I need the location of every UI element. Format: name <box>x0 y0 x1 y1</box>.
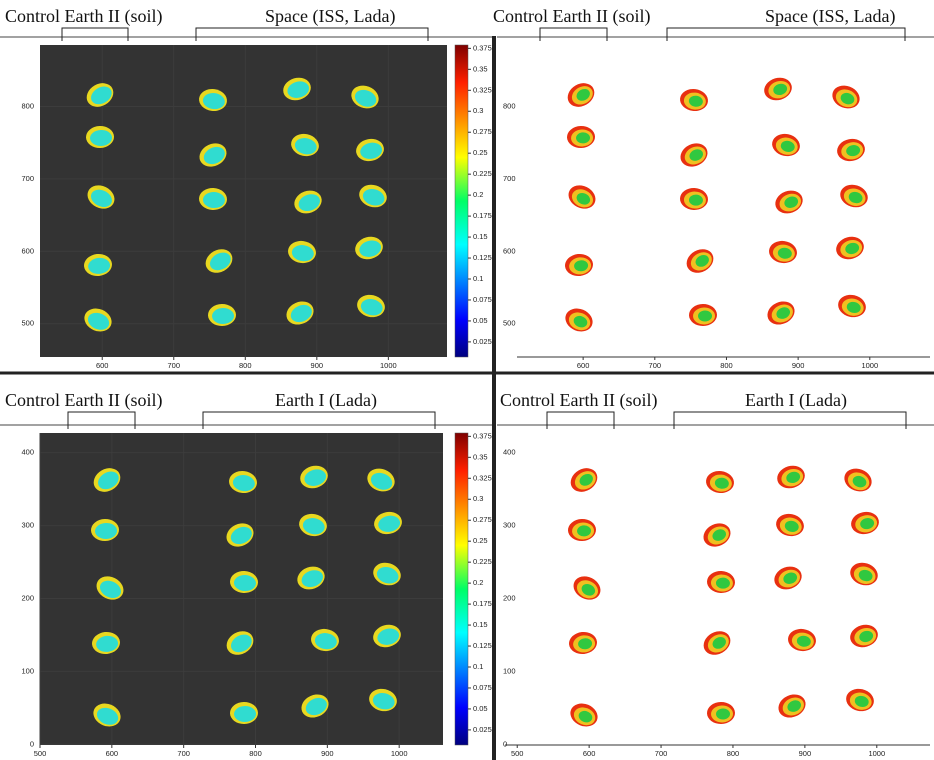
colorbar-tick-label: 0.15 <box>473 232 488 241</box>
colorbar-tick-label: 0.25 <box>473 148 488 157</box>
colorbar-tick-label: 0.35 <box>473 452 488 461</box>
colorbar-tick-label: 0.1 <box>473 662 483 671</box>
colorbar-tick-label: 0.3 <box>473 106 483 115</box>
y-tick-label: 500 <box>21 319 34 328</box>
colorbar-tick-label: 0.3 <box>473 494 483 503</box>
colorbar-tick-label: 0.375 <box>473 431 492 440</box>
colorbar-tick-label: 0.05 <box>473 316 488 325</box>
colorbar-tick-label: 0.075 <box>473 683 492 692</box>
x-tick-label: 600 <box>577 361 590 370</box>
x-tick-label: 700 <box>177 749 190 758</box>
colorbar-tick-label: 0.125 <box>473 253 492 262</box>
x-tick-label: 700 <box>168 361 181 370</box>
x-tick-label: 1000 <box>861 361 878 370</box>
x-tick-label: 600 <box>106 749 119 758</box>
x-tick-label: 800 <box>720 361 733 370</box>
y-tick-label: 0 <box>30 739 34 748</box>
y-tick-label: 700 <box>21 174 34 183</box>
x-tick-label: 900 <box>321 749 334 758</box>
x-tick-label: 1000 <box>391 749 408 758</box>
group-label: Space (ISS, Lada) <box>265 6 395 27</box>
colorbar-tick-label: 0.35 <box>473 64 488 73</box>
group-label: Control Earth II (soil) <box>500 390 657 411</box>
figure: Control Earth II (soil) Space (ISS, Lada)… <box>0 0 934 760</box>
x-tick-label: 500 <box>511 749 524 758</box>
colorbar-tick-label: 0.15 <box>473 620 488 629</box>
colorbar <box>455 45 468 357</box>
y-tick-label: 400 <box>21 448 34 457</box>
colorbar-tick-label: 0.2 <box>473 190 483 199</box>
y-tick-label: 700 <box>503 174 516 183</box>
y-tick-label: 600 <box>503 246 516 255</box>
x-tick-label: 700 <box>655 749 668 758</box>
y-tick-label: 500 <box>503 319 516 328</box>
group-label: Control Earth II (soil) <box>5 6 162 27</box>
y-tick-label: 300 <box>21 521 34 530</box>
colorbar-tick-label: 0.25 <box>473 536 488 545</box>
colorbar-tick-label: 0.075 <box>473 295 492 304</box>
colorbar-tick-label: 0.05 <box>473 704 488 713</box>
colorbar-tick-label: 0.175 <box>473 599 492 608</box>
colorbar <box>455 433 468 745</box>
x-tick-label: 1000 <box>868 749 885 758</box>
colorbar-tick-label: 0.375 <box>473 43 492 52</box>
x-tick-label: 1000 <box>380 361 397 370</box>
colorbar-tick-label: 0.2 <box>473 578 483 587</box>
colorbar-tick-label: 0.225 <box>473 557 492 566</box>
y-tick-label: 800 <box>503 102 516 111</box>
colorbar-tick-label: 0.225 <box>473 169 492 178</box>
y-tick-label: 200 <box>503 593 516 602</box>
colorbar-tick-label: 0.1 <box>473 274 483 283</box>
colorbar-tick-label: 0.125 <box>473 641 492 650</box>
x-tick-label: 900 <box>799 749 812 758</box>
colorbar-tick-label: 0.325 <box>473 85 492 94</box>
colorbar-tick-label: 0.275 <box>473 127 492 136</box>
colorbar-tick-label: 0.175 <box>473 211 492 220</box>
x-tick-label: 800 <box>239 361 252 370</box>
group-label: Earth I (Lada) <box>275 390 377 411</box>
group-label: Earth I (Lada) <box>745 390 847 411</box>
colorbar-tick-label: 0.025 <box>473 725 492 734</box>
group-label: Control Earth II (soil) <box>493 6 650 27</box>
colorbar-tick-label: 0.275 <box>473 515 492 524</box>
y-tick-label: 300 <box>503 521 516 530</box>
x-tick-label: 800 <box>727 749 740 758</box>
x-tick-label: 600 <box>583 749 596 758</box>
y-tick-label: 100 <box>503 666 516 675</box>
x-tick-label: 700 <box>649 361 662 370</box>
colorbar-tick-label: 0.325 <box>473 473 492 482</box>
y-tick-label: 800 <box>21 102 34 111</box>
y-tick-label: 600 <box>21 246 34 255</box>
x-tick-label: 600 <box>96 361 109 370</box>
y-tick-label: 400 <box>503 448 516 457</box>
x-tick-label: 800 <box>249 749 262 758</box>
y-tick-label: 200 <box>21 593 34 602</box>
group-label: Control Earth II (soil) <box>5 390 162 411</box>
y-tick-label: 0 <box>503 739 507 748</box>
colorbar-tick-label: 0.025 <box>473 337 492 346</box>
y-tick-label: 100 <box>21 666 34 675</box>
x-tick-label: 900 <box>792 361 805 370</box>
x-tick-label: 500 <box>34 749 47 758</box>
group-label: Space (ISS, Lada) <box>765 6 895 27</box>
x-tick-label: 900 <box>311 361 324 370</box>
